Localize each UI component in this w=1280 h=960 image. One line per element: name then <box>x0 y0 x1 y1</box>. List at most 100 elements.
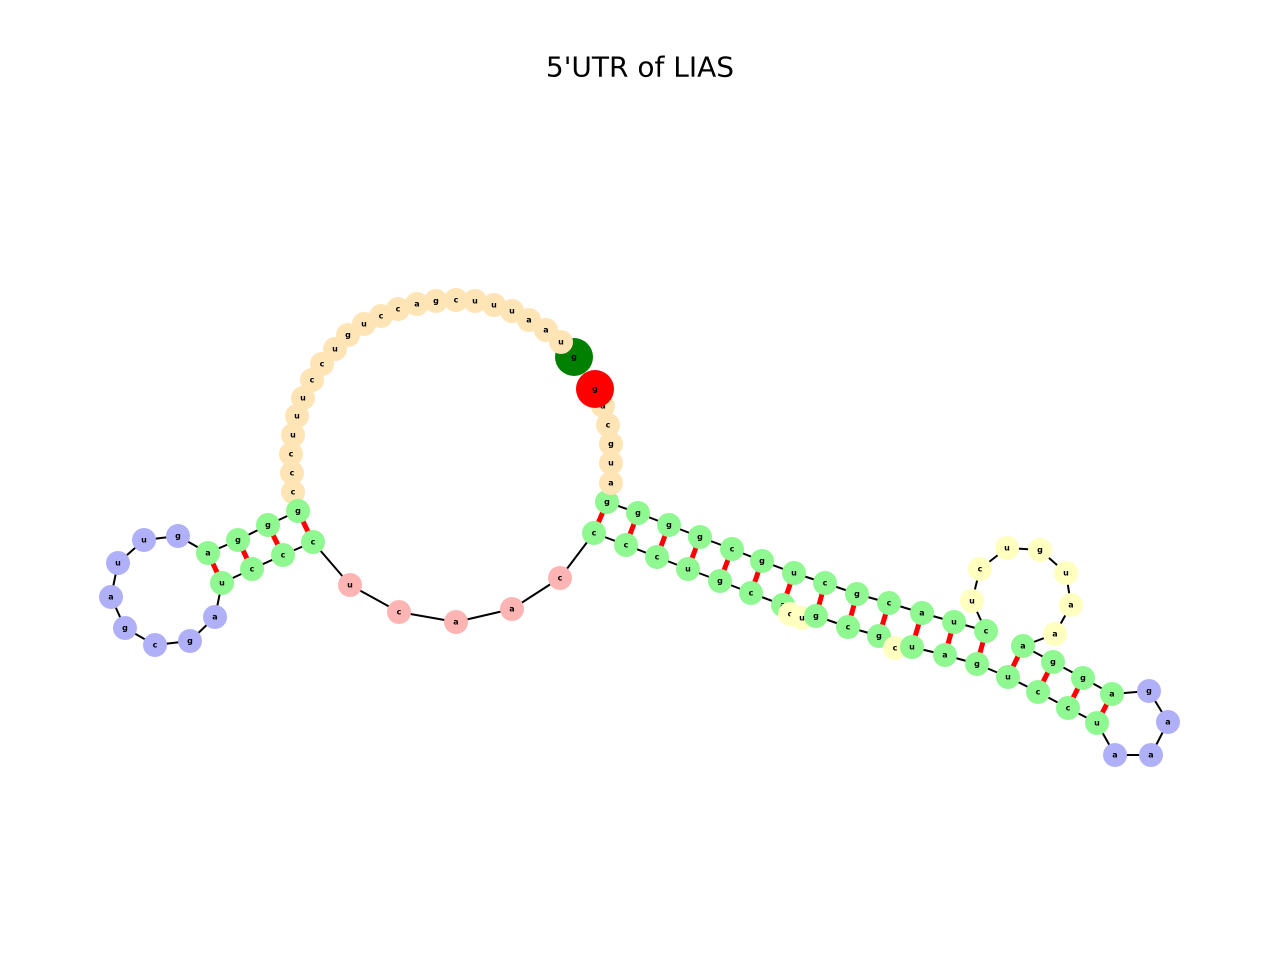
nucleotide <box>995 536 1019 560</box>
nucleotide-label: c <box>606 421 611 430</box>
nucleotide <box>960 589 984 613</box>
nucleotide <box>968 557 992 581</box>
nucleotide-label: a <box>1148 751 1153 760</box>
nucleotide <box>500 597 524 621</box>
nucleotide-label: g <box>717 577 723 586</box>
nucleotide <box>1043 622 1067 646</box>
nucleotide-label: g <box>175 532 181 541</box>
nucleotide <box>1056 696 1080 720</box>
nucleotide <box>285 404 309 428</box>
nucleotide-label: a <box>205 549 210 558</box>
nucleotide-label: u <box>294 412 300 421</box>
nucleotide <box>196 541 220 565</box>
nucleotide-label: a <box>108 593 113 602</box>
nucleotide-label: a <box>942 651 947 660</box>
nucleotide-label: a <box>608 479 613 488</box>
nucleotide <box>1041 650 1065 674</box>
nucleotide <box>338 573 362 597</box>
nucleotide-label: u <box>141 536 147 545</box>
nucleotide-label: g <box>295 507 301 516</box>
nucleotide-label: g <box>666 521 672 530</box>
nucleotide <box>281 423 305 447</box>
nucleotide-label: u <box>969 597 975 606</box>
nucleotide <box>883 636 907 660</box>
nucleotide <box>271 543 295 567</box>
nucleotide-label: u <box>472 297 478 306</box>
nucleotide <box>280 461 304 485</box>
nucleotide-label: g <box>1080 674 1086 683</box>
nucleotide-label: a <box>1052 630 1057 639</box>
nucleotide <box>1028 538 1052 562</box>
nucleotide-label: g <box>608 440 614 449</box>
nucleotide <box>444 610 468 634</box>
nucleotide <box>626 501 650 525</box>
nucleotide-label: c <box>311 538 316 547</box>
nucleotide <box>782 561 806 585</box>
nucleotide <box>1071 666 1095 690</box>
nucleotide-label: u <box>791 569 797 578</box>
nucleotide <box>1085 711 1109 735</box>
nucleotide <box>996 665 1020 689</box>
nucleotide-label: c <box>558 574 563 583</box>
nucleotide <box>596 413 620 437</box>
nucleotide-label: a <box>1112 751 1117 760</box>
nucleotide-label: g <box>592 385 598 394</box>
nucleotide-label: g <box>571 353 577 362</box>
nucleotide <box>739 581 763 605</box>
nucleotide-label: c <box>397 608 402 617</box>
nucleotide <box>708 569 732 593</box>
nucleotide <box>1156 710 1180 734</box>
nucleotide-label: u <box>1063 569 1069 578</box>
nucleotide <box>900 635 924 659</box>
nucleotide-label: a <box>1109 690 1114 699</box>
nucleotide <box>750 549 774 573</box>
nucleotide <box>1103 743 1127 767</box>
nucleotide-label: u <box>1094 719 1100 728</box>
nucleotide-label: c <box>893 644 898 653</box>
nucleotide-label: c <box>290 469 295 478</box>
nucleotide-label: g <box>265 521 271 530</box>
nucleotide-label: c <box>624 541 629 550</box>
nucleotide-label: c <box>655 553 660 562</box>
nucleotide <box>599 432 623 456</box>
nucleotide-label: a <box>212 613 217 622</box>
nucleotide <box>599 451 623 475</box>
nucleotide-label: a <box>509 605 514 614</box>
nucleotide <box>657 513 681 537</box>
nucleotide-label: g <box>433 297 439 306</box>
nucleotide-label: u <box>1004 544 1010 553</box>
nucleotide-label: c <box>984 627 989 636</box>
nucleotide <box>676 557 700 581</box>
nucleotide <box>1026 680 1050 704</box>
nucleotide <box>576 370 614 408</box>
nucleotide-label: c <box>823 579 828 588</box>
nucleotide-label: u <box>608 459 614 468</box>
nucleotide <box>974 619 998 643</box>
nucleotide <box>387 600 411 624</box>
nucleotide <box>910 601 934 625</box>
nucleotide <box>599 471 623 495</box>
nucleotide-label: a <box>1165 718 1170 727</box>
nucleotide-label: u <box>509 307 515 316</box>
nucleotide <box>203 605 227 629</box>
nucleotide-label: c <box>250 565 255 574</box>
nucleotide-label: c <box>291 488 296 497</box>
title: 5'UTR of LIAS <box>546 51 734 84</box>
nucleotide-label: c <box>1066 704 1071 713</box>
nucleotide-label: c <box>310 376 315 385</box>
nucleotide <box>877 591 901 615</box>
nucleotide <box>645 545 669 569</box>
nucleotide <box>582 521 606 545</box>
nucleotide <box>226 528 250 552</box>
nucleotide-label: u <box>491 301 497 310</box>
nucleotide-label: g <box>345 331 351 340</box>
nucleotide <box>688 525 712 549</box>
nucleotide-label: u <box>219 579 225 588</box>
nucleotide-label: c <box>396 305 401 314</box>
nucleotide-label: c <box>846 623 851 632</box>
nucleotide <box>281 480 305 504</box>
nucleotide <box>301 530 325 554</box>
nucleotide-label: u <box>300 394 306 403</box>
nucleotide <box>300 368 324 392</box>
